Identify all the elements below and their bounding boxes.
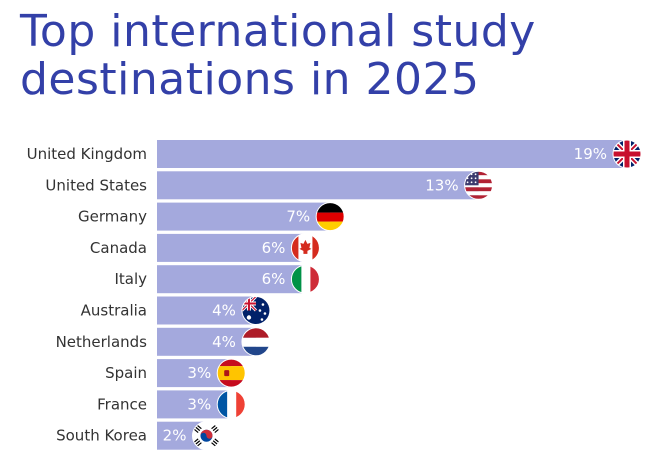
bar-5 xyxy=(157,296,256,325)
australia-flag-icon xyxy=(241,296,271,325)
uk-flag-icon xyxy=(612,139,642,169)
category-label: South Korea xyxy=(56,427,147,445)
spain-flag-icon xyxy=(216,358,246,388)
bar-2 xyxy=(157,202,331,231)
germany-flag-icon xyxy=(315,202,345,232)
category-label: Germany xyxy=(78,208,147,226)
category-label: France xyxy=(97,395,147,413)
value-label: 2% xyxy=(163,427,187,445)
bar-3 xyxy=(157,233,306,262)
value-label: 19% xyxy=(574,145,607,163)
category-label: Canada xyxy=(90,239,147,257)
netherlands-flag-icon xyxy=(241,327,271,357)
value-label: 4% xyxy=(212,333,236,351)
italy-flag-icon xyxy=(290,264,320,294)
value-label: 3% xyxy=(187,364,211,382)
bar-0 xyxy=(157,140,627,168)
us-flag-icon xyxy=(464,170,494,200)
bar-6 xyxy=(157,327,256,356)
category-label: Netherlands xyxy=(56,333,148,351)
chart-title: Top international study destinations in … xyxy=(20,6,536,105)
category-label: United States xyxy=(45,176,147,194)
value-label: 3% xyxy=(187,395,211,413)
bar-1 xyxy=(157,171,479,200)
category-label: Australia xyxy=(81,302,147,320)
bar-4 xyxy=(157,265,306,294)
category-label: United Kingdom xyxy=(27,145,147,163)
value-label: 6% xyxy=(262,270,286,288)
value-label: 6% xyxy=(262,239,286,257)
category-label: Spain xyxy=(105,364,147,382)
south-korea-flag-icon xyxy=(191,421,221,451)
category-label: Italy xyxy=(114,270,147,288)
france-flag-icon xyxy=(216,389,246,419)
canada-flag-icon xyxy=(290,233,320,263)
value-label: 4% xyxy=(212,302,236,320)
value-label: 13% xyxy=(425,176,458,194)
value-label: 7% xyxy=(286,208,310,226)
